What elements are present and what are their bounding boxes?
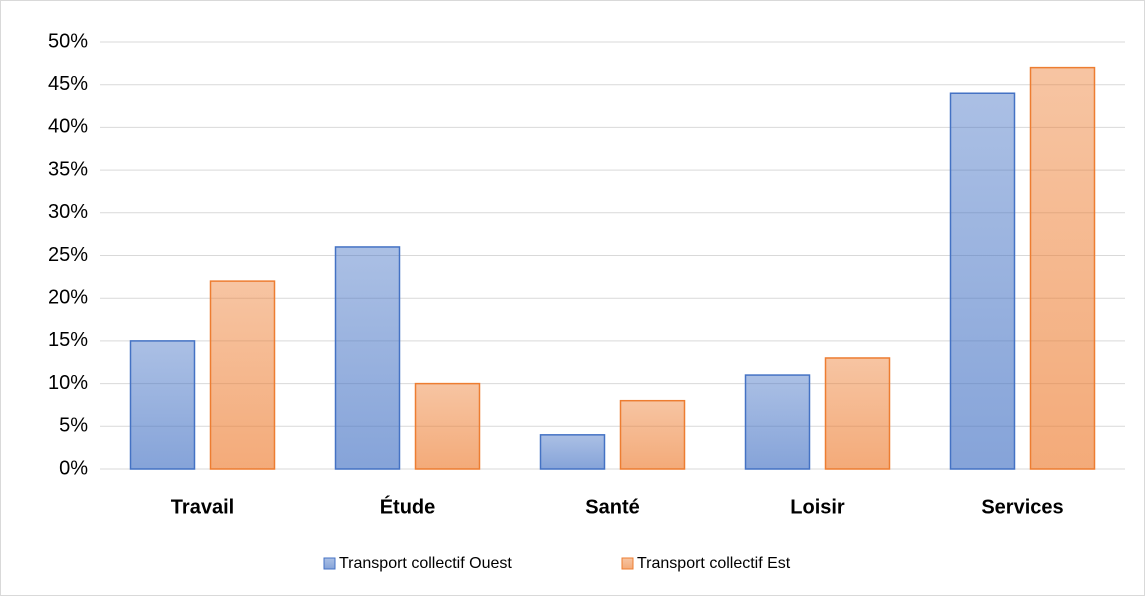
bar	[619, 399, 686, 470]
y-tick-label: 50%	[48, 30, 88, 52]
y-tick-label: 40%	[48, 116, 88, 138]
legend-swatch	[621, 557, 634, 570]
bar	[209, 280, 276, 470]
bar	[744, 374, 811, 470]
bar	[949, 92, 1016, 470]
bar	[414, 382, 481, 470]
x-tick-label: Étude	[380, 495, 436, 518]
x-tick-label: Loisir	[790, 496, 845, 518]
y-tick-label: 45%	[48, 73, 88, 95]
bar	[539, 434, 606, 470]
x-tick-label: Santé	[585, 496, 639, 518]
legend-label: Transport collectif Est	[637, 555, 791, 572]
bar	[824, 357, 891, 470]
y-tick-label: 10%	[48, 372, 88, 394]
y-tick-label: 0%	[59, 457, 88, 479]
legend-swatch	[323, 557, 336, 570]
y-tick-label: 30%	[48, 201, 88, 223]
bar	[1029, 66, 1096, 470]
x-tick-label: Services	[981, 496, 1063, 518]
y-tick-label: 35%	[48, 158, 88, 180]
x-tick-label: Travail	[171, 496, 234, 518]
bar	[334, 246, 401, 470]
y-tick-label: 25%	[48, 244, 88, 266]
bar	[129, 340, 196, 470]
y-tick-label: 5%	[59, 415, 88, 437]
legend-label: Transport collectif Ouest	[339, 555, 512, 572]
y-tick-label: 15%	[48, 329, 88, 351]
y-tick-label: 20%	[48, 286, 88, 308]
